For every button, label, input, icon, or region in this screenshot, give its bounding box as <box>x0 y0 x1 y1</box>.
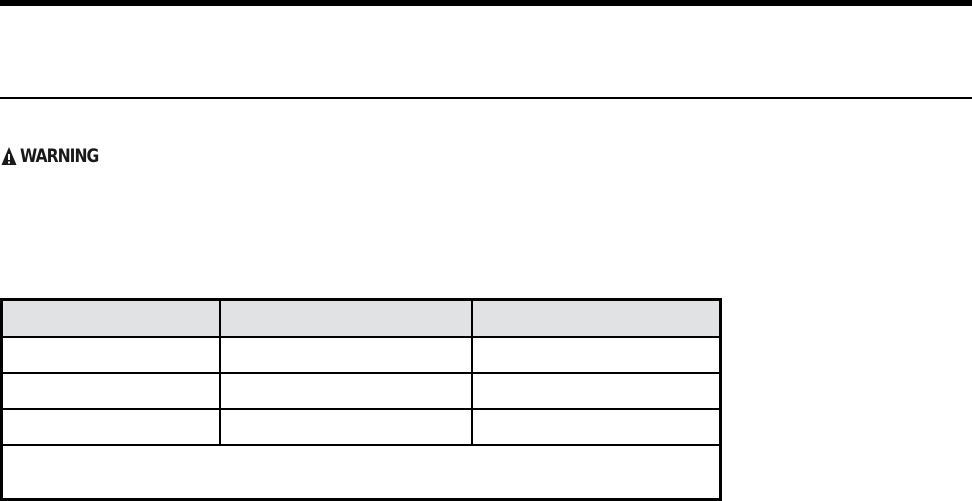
table-cell <box>471 336 722 374</box>
warning-triangle-icon <box>1 147 17 165</box>
table-cell <box>219 408 473 446</box>
table-header-cell <box>471 298 722 338</box>
table-footer-row <box>0 444 722 501</box>
table-footer-cell <box>0 444 722 501</box>
table-header-cell <box>219 298 473 338</box>
table-cell <box>0 336 221 374</box>
specification-table <box>0 298 722 501</box>
table-row <box>0 372 722 410</box>
table-cell <box>471 372 722 410</box>
header-divider <box>0 97 972 99</box>
table-cell <box>219 336 473 374</box>
table-header-cell <box>0 298 221 338</box>
table-cell <box>0 372 221 410</box>
warning-label: WARNING <box>20 145 99 167</box>
table-row <box>0 336 722 374</box>
top-border-bar <box>0 0 972 6</box>
warning-heading: WARNING <box>1 143 116 169</box>
table-row <box>0 408 722 446</box>
table-cell <box>0 408 221 446</box>
table-cell <box>471 408 722 446</box>
table-header-row <box>0 298 722 338</box>
table-cell <box>219 372 473 410</box>
